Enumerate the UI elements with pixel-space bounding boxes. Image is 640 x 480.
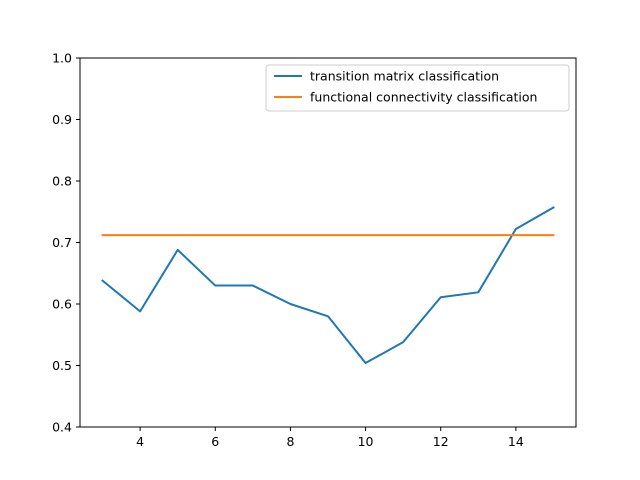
legend-label-1: transition matrix classification	[310, 69, 499, 84]
y-tick-label: 0.8	[52, 174, 72, 189]
series-line-1	[101, 206, 555, 365]
plot-area	[101, 206, 555, 365]
legend: transition matrix classification function…	[265, 64, 570, 112]
x-tick-label: 12	[433, 434, 449, 449]
x-tick-label: 8	[286, 434, 294, 449]
x-tick-label: 6	[211, 434, 219, 449]
y-tick-label: 0.5	[52, 358, 72, 373]
y-tick-label: 0.7	[52, 235, 72, 250]
x-tick-label: 14	[508, 434, 524, 449]
y-tick-label: 0.4	[52, 420, 72, 435]
y-tick-label: 0.9	[52, 112, 72, 127]
y-tick-label: 0.6	[52, 297, 72, 312]
y-tick-label: 1.0	[52, 51, 72, 66]
legend-label-2: functional connectivity classification	[310, 90, 537, 105]
x-tick-label: 10	[358, 434, 374, 449]
legend-box	[265, 64, 570, 112]
axes: 4 6 8 10 12 14 0.4 0.5 0.6 0.7 0.8 0.9 1.0	[52, 51, 577, 449]
x-tick-label: 4	[136, 434, 144, 449]
